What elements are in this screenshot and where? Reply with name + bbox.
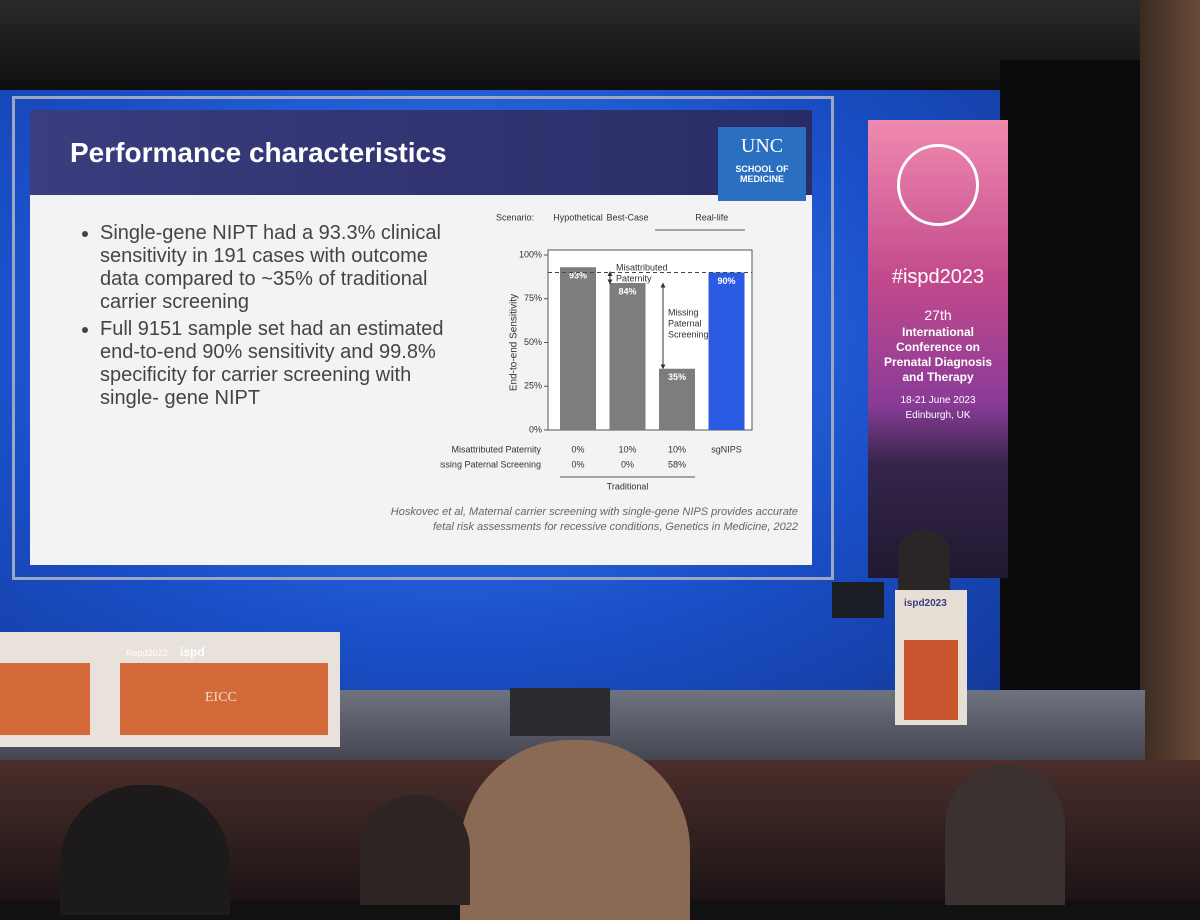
banner: #ispd2023 27th International Conference … xyxy=(868,120,1008,578)
banner-conference: International Conference on Prenatal Dia… xyxy=(883,325,993,384)
banner-emblem xyxy=(897,144,979,226)
y-tick-label: 0% xyxy=(529,424,542,434)
row-cell: 10% xyxy=(618,444,636,454)
value-label: 35% xyxy=(668,372,686,382)
bullet: Single-gene NIPT had a 93.3% clinical se… xyxy=(100,222,450,314)
slide-frame xyxy=(12,96,834,580)
logo-name: UNC xyxy=(740,135,784,157)
y-tick-label: 25% xyxy=(524,381,542,391)
annotation: Missing xyxy=(668,307,699,317)
value-label: 84% xyxy=(618,286,636,296)
row-cell: 0% xyxy=(571,459,584,469)
scenario-item: Best-Case xyxy=(606,212,648,222)
audience xyxy=(945,765,1065,905)
scenario-label: Scenario: xyxy=(496,212,534,222)
podium-sign: ispd2023 xyxy=(904,598,947,609)
monitor xyxy=(832,582,884,618)
audience xyxy=(360,795,470,905)
annotation: Misattributed xyxy=(616,262,668,272)
banner-dates: 18-21 June 2023 xyxy=(900,395,976,406)
logo: UNC SCHOOL OF MEDICINE xyxy=(718,127,806,201)
desk-brand: ispd xyxy=(180,645,205,659)
speaker xyxy=(898,530,950,600)
row-cell: 58% xyxy=(668,459,686,469)
banner-place: Edinburgh, UK xyxy=(905,410,971,421)
citation: Hoskovec et al, Maternal carrier screeni… xyxy=(390,506,798,533)
value-label: 93% xyxy=(569,271,587,281)
desk-venue: EICC xyxy=(205,690,237,705)
banner-edition: 27th xyxy=(924,307,952,323)
stage-monitor xyxy=(510,688,610,736)
value-label: 90% xyxy=(717,276,735,286)
bar xyxy=(609,283,646,430)
bar xyxy=(708,272,745,430)
y-axis-label: End-to-end Sensitivity xyxy=(509,294,520,391)
scenario-item: Hypothetical xyxy=(553,212,603,222)
bar xyxy=(560,267,596,430)
row-cell: sgNIPS xyxy=(711,444,742,454)
annotation: Paternal xyxy=(668,318,702,328)
logo-subtitle: SCHOOL OF MEDICINE xyxy=(735,164,789,184)
row-cell: 0% xyxy=(571,444,584,454)
row-cell: 0% xyxy=(621,459,634,469)
y-tick-label: 100% xyxy=(519,249,542,259)
banner-hashtag: #ispd2023 xyxy=(891,266,985,288)
desk-panel xyxy=(0,663,90,735)
podium-panel xyxy=(904,640,958,720)
y-tick-label: 50% xyxy=(524,337,542,347)
annotation: Screening xyxy=(668,329,709,339)
audience xyxy=(60,785,230,915)
chart: Scenario: Hypothetical Best-Case Real-life 0… xyxy=(440,212,753,491)
bullet-list: Single-gene NIPT had a 93.3% clinical se… xyxy=(62,222,450,414)
scenario-item: Real-life xyxy=(695,212,728,222)
bullet: Full 9151 sample set had an estimated en… xyxy=(100,318,450,410)
desk-tag: #ispd2023 xyxy=(126,648,168,658)
page: Performance characteristics UNC SCHOOL O… xyxy=(0,0,1200,900)
row-label: Missing Paternal Screening xyxy=(440,459,541,469)
side-wall xyxy=(1140,0,1200,780)
desk-panel xyxy=(120,663,328,735)
row-cell: 10% xyxy=(668,444,686,454)
curtain xyxy=(1000,60,1145,710)
audience xyxy=(460,740,690,920)
slide-title: Performance characteristics xyxy=(70,137,447,168)
row-label: Misattributed Paternity xyxy=(451,444,541,454)
group-label: Traditional xyxy=(607,481,649,491)
annotation: Paternity xyxy=(616,273,652,283)
bar xyxy=(659,368,695,430)
slide-header xyxy=(30,110,812,195)
y-tick-label: 75% xyxy=(524,293,542,303)
